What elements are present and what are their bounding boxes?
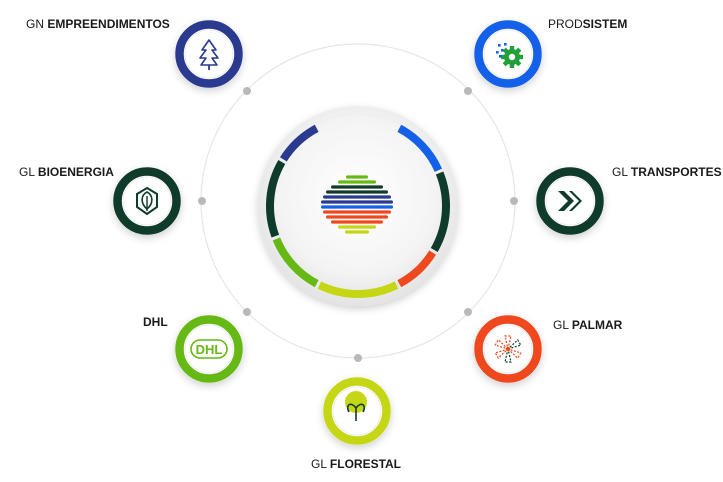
ring-dot bbox=[354, 354, 362, 362]
company-node-prodsistem[interactable] bbox=[474, 20, 542, 88]
ring-dot bbox=[464, 308, 472, 316]
dhl-logo-icon: DHL bbox=[190, 339, 228, 359]
company-node-bioenergia[interactable] bbox=[113, 167, 181, 235]
ring-dot bbox=[243, 308, 251, 316]
logo-stripe bbox=[326, 215, 388, 219]
company-node-florestal[interactable] bbox=[323, 377, 391, 445]
ring-dot bbox=[198, 197, 206, 205]
company-node-transportes[interactable] bbox=[536, 167, 604, 235]
logo-stripe bbox=[338, 180, 376, 184]
logo-stripe bbox=[321, 205, 393, 209]
svg-text:DHL: DHL bbox=[196, 342, 223, 357]
label-dhl: DHL bbox=[143, 315, 168, 329]
gear-icon bbox=[496, 43, 523, 68]
color-arcs bbox=[266, 124, 450, 298]
logo-stripe bbox=[331, 220, 383, 224]
color-arc bbox=[397, 250, 437, 288]
color-arc bbox=[279, 124, 319, 162]
color-arc bbox=[397, 124, 443, 172]
company-node-gn[interactable] bbox=[175, 20, 243, 88]
logo-stripe bbox=[326, 190, 388, 194]
ring-dot bbox=[464, 87, 472, 95]
label-bioenergia: GL BIOENERGIA bbox=[19, 165, 114, 179]
label-transportes: GL TRANSPORTES bbox=[612, 165, 722, 179]
logo-stripe bbox=[338, 225, 376, 229]
tree-icon bbox=[199, 39, 219, 70]
color-arc bbox=[272, 237, 319, 288]
logo-stripe bbox=[345, 230, 369, 234]
ring-dot bbox=[243, 87, 251, 95]
company-node-dhl[interactable]: DHL bbox=[175, 315, 243, 383]
label-prodsistem: PRODSISTEM bbox=[548, 17, 627, 31]
logo-stripe bbox=[346, 175, 368, 179]
center-hub bbox=[258, 106, 458, 306]
company-node-palmar[interactable] bbox=[474, 315, 542, 383]
label-palmar: GL PALMAR bbox=[553, 318, 623, 332]
label-florestal: GL FLORESTAL bbox=[311, 457, 401, 471]
logo-stripe bbox=[331, 185, 383, 189]
ring-dots bbox=[198, 87, 518, 362]
logo-stripe bbox=[321, 200, 393, 204]
leaf-shield-icon bbox=[136, 186, 158, 216]
logo-stripe bbox=[323, 210, 391, 214]
group-logo bbox=[321, 175, 393, 234]
chevron-arrows-icon bbox=[558, 191, 582, 211]
color-arc bbox=[317, 281, 399, 298]
color-arc bbox=[266, 160, 286, 238]
color-arc bbox=[430, 171, 450, 252]
sprout-icon bbox=[345, 391, 367, 421]
palm-icon bbox=[494, 335, 522, 363]
ring-dot bbox=[510, 197, 518, 205]
label-gn: GN EMPREENDIMENTOS bbox=[26, 17, 170, 31]
logo-stripe bbox=[323, 195, 391, 199]
